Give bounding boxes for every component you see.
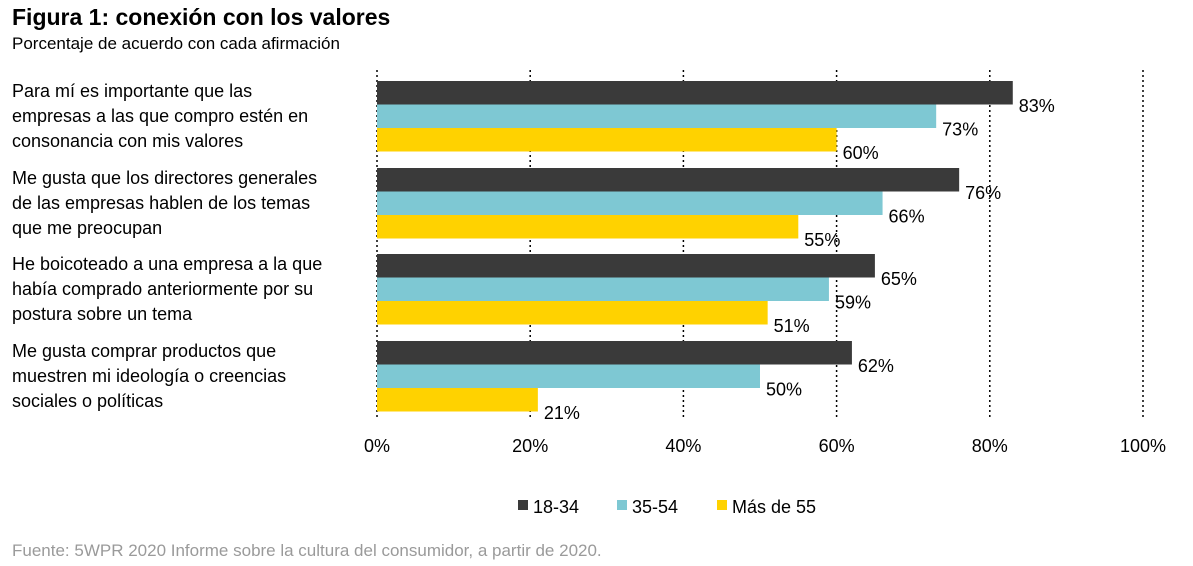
- legend-label: 18-34: [533, 497, 579, 517]
- data-label: 65%: [881, 269, 917, 289]
- legend-label: Más de 55: [732, 497, 816, 517]
- bar-chart: 0% 20% 40% 60% 80% 100% 83% 76% 65% 62% 73% 66% 59% 5…: [12, 70, 1166, 517]
- data-label: 59%: [835, 292, 871, 312]
- category-label: Me gusta que los directores generales de …: [12, 168, 317, 238]
- bar: [377, 301, 768, 325]
- data-label: 66%: [889, 206, 925, 226]
- x-tick-label: 60%: [819, 436, 855, 456]
- bar: [377, 277, 829, 301]
- bar: [377, 128, 837, 152]
- chart-title: Figura 1: conexión con los valores: [12, 4, 391, 30]
- x-tick-label: 80%: [972, 436, 1008, 456]
- legend-swatch: [617, 500, 627, 510]
- source-note: Fuente: 5WPR 2020 Informe sobre la cultu…: [12, 541, 602, 560]
- legend-swatch: [518, 500, 528, 510]
- category-label: Me gusta comprar productos que muestren m…: [12, 341, 286, 411]
- bar: [377, 168, 960, 192]
- bar: [377, 191, 883, 215]
- x-tick-label: 40%: [665, 436, 701, 456]
- chart-subtitle: Porcentaje de acuerdo con cada afirmació…: [12, 34, 340, 53]
- bar: [377, 364, 760, 388]
- data-label: 62%: [858, 356, 894, 376]
- data-label: 21%: [544, 403, 580, 423]
- x-tick-label: 20%: [512, 436, 548, 456]
- bar: [377, 388, 538, 412]
- category-label: Para mí es importante que las empresas a …: [12, 81, 308, 151]
- data-label: 50%: [766, 379, 802, 399]
- bar: [377, 341, 852, 365]
- data-label: 76%: [965, 183, 1001, 203]
- data-label: 55%: [804, 230, 840, 250]
- x-tick-label: 0%: [364, 436, 390, 456]
- legend-label: 35-54: [632, 497, 678, 517]
- bar: [377, 254, 875, 278]
- x-tick-label: 100%: [1120, 436, 1166, 456]
- data-label: 51%: [774, 316, 810, 336]
- data-label: 73%: [942, 119, 978, 139]
- bar: [377, 81, 1013, 105]
- bar: [377, 104, 937, 128]
- data-label: 83%: [1019, 96, 1055, 116]
- data-label: 60%: [843, 143, 879, 163]
- category-label: He boicoteado a una empresa a la que habí…: [12, 254, 322, 324]
- legend-swatch: [717, 500, 727, 510]
- bar: [377, 215, 799, 239]
